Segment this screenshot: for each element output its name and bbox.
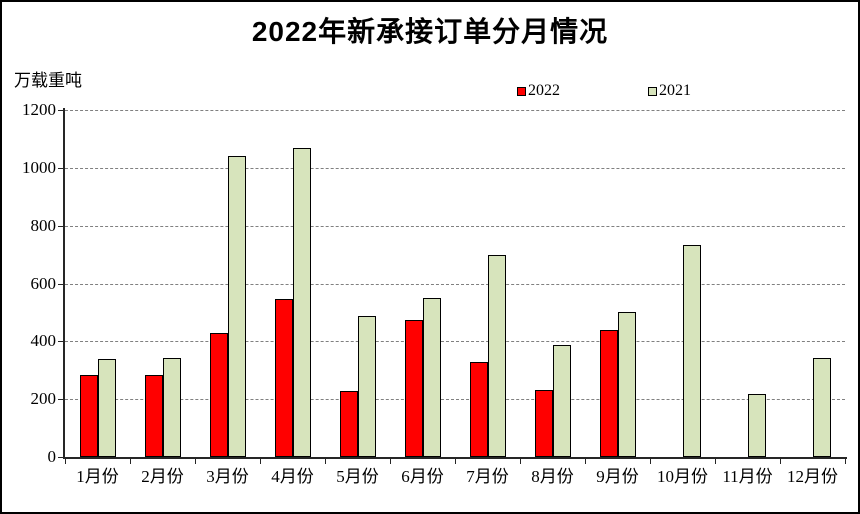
x-tick <box>845 459 846 464</box>
x-tick <box>455 459 456 464</box>
bar-2022-4月份 <box>275 298 293 457</box>
y-tick <box>58 167 63 169</box>
x-axis-label: 3月份 <box>206 467 249 486</box>
x-tick <box>195 459 196 464</box>
bar-2021-10月份 <box>683 245 701 457</box>
legend-item-2021: 2021 <box>648 82 691 100</box>
gridline <box>65 167 845 169</box>
x-axis-label: 12月份 <box>787 467 838 486</box>
x-tick <box>260 459 261 464</box>
y-tick <box>58 457 63 458</box>
x-tick <box>325 459 326 464</box>
bar-2021-12月份 <box>813 358 831 457</box>
y-tick <box>58 283 63 285</box>
x-tick <box>585 459 586 464</box>
bar-2022-9月份 <box>600 329 618 457</box>
bar-2021-4月份 <box>293 147 311 457</box>
x-axis-label: 6月份 <box>401 467 444 486</box>
bar-2021-7月份 <box>488 254 506 457</box>
bar-2021-1月份 <box>98 359 116 457</box>
legend-swatch-2021-icon <box>648 86 657 96</box>
bar-2021-6月份 <box>423 297 441 457</box>
gridline <box>65 399 845 401</box>
bar-2022-1月份 <box>80 375 98 457</box>
chart-title: 2022年新承接订单分月情况 <box>251 16 609 47</box>
legend-label-2022: 2022 <box>528 82 560 99</box>
x-axis-line <box>63 457 847 459</box>
bar-2021-3月份 <box>228 155 246 457</box>
gridline <box>65 225 845 227</box>
y-axis-line <box>63 108 65 459</box>
x-tick <box>65 459 66 464</box>
y-tick-label: 200 <box>30 389 57 409</box>
legend-swatch-2022-icon <box>517 86 526 96</box>
gridline <box>65 110 845 111</box>
y-tick <box>58 110 63 111</box>
bar-2021-9月份 <box>618 311 636 457</box>
x-axis-label: 8月份 <box>531 467 574 486</box>
y-axis-unit-label: 万载重吨 <box>14 71 82 90</box>
bar-2022-2月份 <box>145 374 163 457</box>
y-tick-label: 1200 <box>22 100 56 119</box>
x-axis-label: 7月份 <box>466 467 509 486</box>
x-tick <box>520 459 521 464</box>
plot-area <box>65 110 845 457</box>
x-axis-label: 9月份 <box>596 467 639 486</box>
gridline <box>65 341 845 343</box>
bar-2021-5月份 <box>358 315 376 457</box>
x-tick <box>130 459 131 464</box>
bar-2021-11月份 <box>748 393 766 457</box>
bar-2022-6月份 <box>405 319 423 457</box>
x-axis-label: 2月份 <box>141 467 184 486</box>
x-tick <box>650 459 651 464</box>
bar-2022-3月份 <box>210 332 228 457</box>
y-tick-label: 600 <box>30 273 57 293</box>
y-tick-label: 1000 <box>22 157 56 177</box>
x-axis-label: 1月份 <box>76 467 119 486</box>
y-tick-label: 800 <box>30 215 57 235</box>
bar-2022-8月份 <box>535 389 553 457</box>
legend-item-2022: 2022 <box>517 82 560 100</box>
x-axis-label: 4月份 <box>271 467 314 486</box>
y-tick <box>58 399 63 401</box>
legend-label-2021: 2021 <box>659 82 691 99</box>
x-tick <box>715 459 716 464</box>
y-tick <box>58 341 63 343</box>
x-tick <box>390 459 391 464</box>
gridline <box>65 283 845 285</box>
x-axis-label: 5月份 <box>336 467 379 486</box>
bar-2021-8月份 <box>553 344 571 457</box>
y-tick-label: 400 <box>30 331 57 351</box>
x-tick <box>780 459 781 464</box>
x-axis-label: 11月份 <box>722 467 773 486</box>
x-axis-label: 10月份 <box>657 467 708 486</box>
y-tick <box>58 225 63 227</box>
bar-2022-7月份 <box>470 362 488 457</box>
bar-2022-5月份 <box>340 390 358 457</box>
bar-2021-2月份 <box>163 358 181 457</box>
y-tick-label: 0 <box>47 447 57 466</box>
